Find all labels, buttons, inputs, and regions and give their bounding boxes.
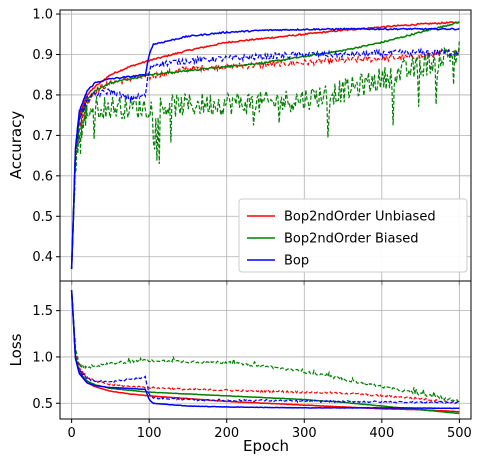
series-line-bop-test <box>71 290 460 405</box>
legend-label-biased: Bop2ndOrder Biased <box>284 232 418 247</box>
loss-panel: 0 100 200 300 400 500 0.5 1.0 1.5 Loss Epoch <box>7 280 472 455</box>
y-tick-label: 1.0 <box>32 350 53 365</box>
loss-grid <box>60 281 471 419</box>
series-line-bop2ndorder-biased-train <box>70 21 460 269</box>
series-line-bop2ndorder-unbiased-test <box>71 290 460 405</box>
x-tick-label: 400 <box>369 426 394 441</box>
y-tick-label: 0.8 <box>32 88 53 103</box>
accuracy-y-axis-label: Accuracy <box>7 111 25 180</box>
epoch-x-axis-label: Epoch <box>243 437 289 455</box>
y-tick-label: 0.5 <box>32 210 53 225</box>
y-tick-label: 0.6 <box>32 169 53 184</box>
series-line-bop-train <box>70 27 460 269</box>
loss-series-group <box>70 290 460 415</box>
y-tick-label: 1.0 <box>32 8 53 23</box>
x-tick-label: 0 <box>67 426 75 441</box>
y-tick-label: 0.5 <box>32 397 53 412</box>
accuracy-panel: 0.4 0.5 0.6 0.7 0.8 0.9 1.0 Accuracy <box>7 8 472 285</box>
legend: Bop2ndOrder Unbiased Bop2ndOrder Biased … <box>238 198 468 273</box>
series-line-bop2ndorder-biased-test <box>71 290 460 403</box>
series-line-bop-train <box>70 290 460 410</box>
series-line-bop2ndorder-biased-test <box>71 40 460 269</box>
series-line-bop2ndorder-unbiased-train <box>70 290 460 413</box>
accuracy-series-group <box>70 21 460 269</box>
series-line-bop-test <box>71 47 460 269</box>
y-tick-label: 0.9 <box>32 48 53 63</box>
series-line-bop2ndorder-unbiased-train <box>70 21 460 269</box>
series-line-bop2ndorder-unbiased-test <box>71 48 460 269</box>
x-tick-label: 100 <box>137 426 162 441</box>
accuracy-grid <box>60 10 471 281</box>
y-tick-label: 0.7 <box>32 129 53 144</box>
legend-label-unbiased: Bop2ndOrder Unbiased <box>284 210 436 225</box>
x-tick-label: 300 <box>292 426 317 441</box>
legend-box <box>238 198 468 273</box>
loss-y-axis-label: Loss <box>7 333 25 366</box>
x-tick-label: 500 <box>447 426 472 441</box>
y-tick-label: 1.5 <box>32 304 53 319</box>
legend-label-bop: Bop <box>284 254 309 269</box>
y-tick-label: 0.4 <box>32 250 53 265</box>
loss-ticks: 0 100 200 300 400 500 0.5 1.0 1.5 <box>32 304 471 441</box>
series-line-bop2ndorder-biased-train <box>70 290 460 415</box>
x-tick-label: 200 <box>214 426 239 441</box>
loss-axes-frame <box>59 280 472 420</box>
